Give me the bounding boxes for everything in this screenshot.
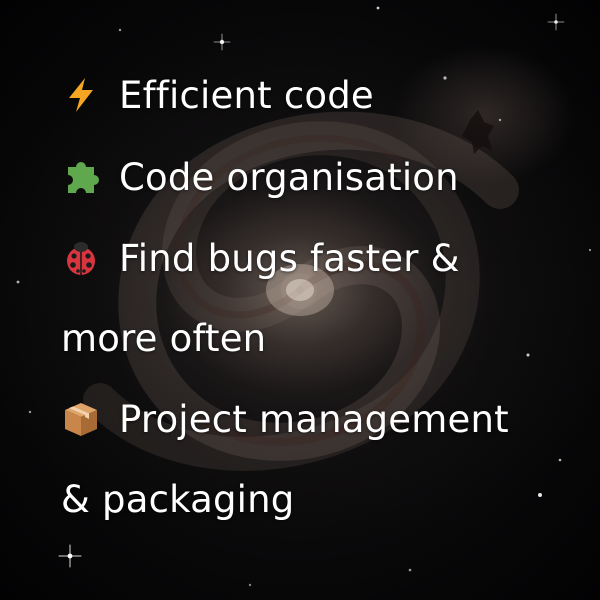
lightning-bolt-icon (61, 75, 101, 115)
feature-packaging: & packaging (61, 474, 294, 524)
ladybug-icon (61, 238, 101, 278)
feature-find-bugs: Find bugs faster & (61, 233, 460, 283)
feature-text: Project management (119, 397, 509, 441)
feature-text: Find bugs faster & (119, 236, 460, 280)
feature-project-management: Project management (61, 394, 509, 444)
feature-efficient-code: Efficient code (61, 70, 374, 120)
feature-code-organisation: Code organisation (61, 152, 459, 202)
puzzle-piece-icon (61, 157, 101, 197)
feature-text: & packaging (61, 477, 295, 521)
feature-text: Code organisation (119, 155, 459, 199)
feature-text: Efficient code (119, 73, 374, 117)
feature-text: more often (61, 316, 267, 360)
feature-find-bugs-continued: more often (61, 313, 266, 363)
package-box-icon (61, 399, 101, 439)
